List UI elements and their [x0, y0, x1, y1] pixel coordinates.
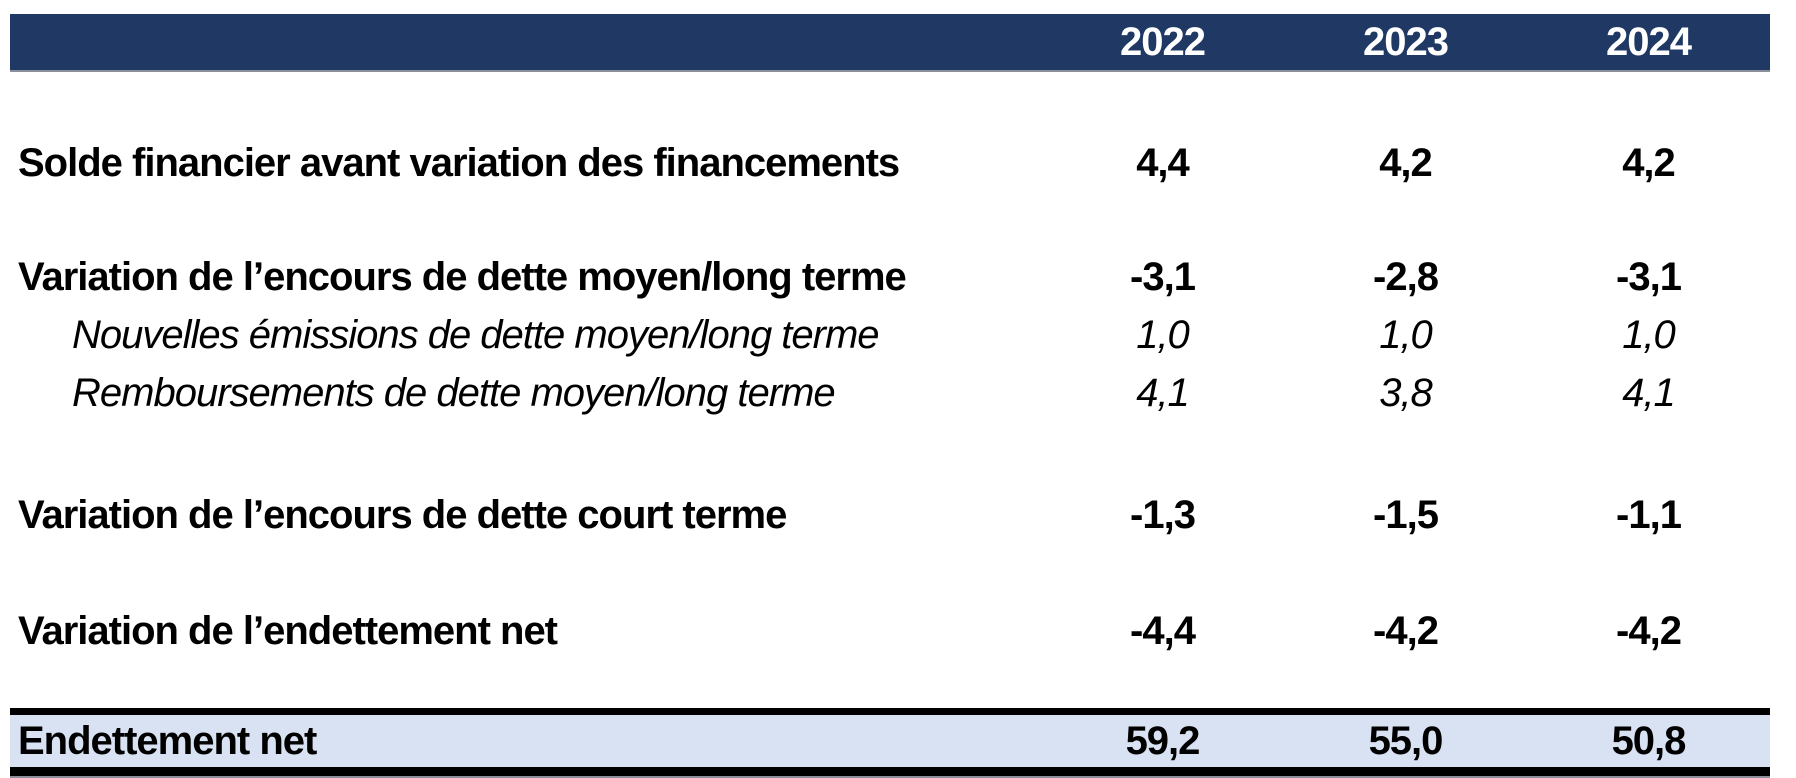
value-2023: 3,8	[1379, 371, 1433, 415]
table-row-nouvelles-emissions: Nouvelles émissions de dette moyen/long …	[10, 306, 1770, 364]
table-header-row: 2022 2023 2024	[10, 14, 1770, 72]
debt-financing-table: 2022 2023 2024 Solde financier avant var…	[10, 14, 1770, 776]
value-2023: -1,5	[1373, 493, 1439, 537]
spacer	[10, 422, 1770, 486]
header-year-2023: 2023	[1363, 19, 1449, 64]
value-2022: -1,3	[1130, 493, 1196, 537]
table-row-variation-dette-mlt: Variation de l’encours de dette moyen/lo…	[10, 248, 1770, 306]
row-label: Variation de l’encours de dette court te…	[18, 493, 787, 537]
value-2023: -4,2	[1373, 609, 1439, 653]
value-2024: -3,1	[1616, 255, 1682, 299]
value-2024: 4,2	[1622, 141, 1676, 185]
spacer	[10, 660, 1770, 708]
value-2022: 4,1	[1136, 371, 1190, 415]
value-2023: 55,0	[1368, 718, 1444, 763]
value-2022: -3,1	[1130, 255, 1196, 299]
table-row-variation-dette-ct: Variation de l’encours de dette court te…	[10, 486, 1770, 544]
row-label: Solde financier avant variation des fina…	[18, 141, 900, 185]
row-label: Nouvelles émissions de dette moyen/long …	[72, 313, 880, 357]
table-row-remboursements: Remboursements de dette moyen/long terme…	[10, 364, 1770, 422]
table-row-variation-endettement-net: Variation de l’endettement net -4,4 -4,2…	[10, 602, 1770, 660]
value-2023: 1,0	[1379, 313, 1433, 357]
table-row-solde-financier: Solde financier avant variation des fina…	[10, 134, 1770, 192]
row-label: Variation de l’endettement net	[18, 609, 558, 653]
value-2024: -4,2	[1616, 609, 1682, 653]
header-year-2022: 2022	[1120, 19, 1206, 64]
spacer	[10, 192, 1770, 248]
row-label: Variation de l’encours de dette moyen/lo…	[18, 255, 907, 299]
value-2022: 4,4	[1136, 141, 1190, 185]
value-2022: 59,2	[1125, 718, 1201, 763]
value-2024: 1,0	[1622, 313, 1676, 357]
row-label: Remboursements de dette moyen/long terme	[72, 371, 836, 415]
spacer	[10, 544, 1770, 602]
value-2023: 4,2	[1379, 141, 1433, 185]
spacer	[10, 72, 1770, 134]
row-label: Endettement net	[18, 718, 317, 763]
value-2024: 4,1	[1622, 371, 1676, 415]
value-2023: -2,8	[1373, 255, 1439, 299]
value-2022: -4,4	[1130, 609, 1196, 653]
header-year-2024: 2024	[1606, 19, 1692, 64]
value-2024: -1,1	[1616, 493, 1682, 537]
value-2022: 1,0	[1136, 313, 1190, 357]
value-2024: 50,8	[1611, 718, 1687, 763]
table-row-endettement-net-total: Endettement net 59,2 55,0 50,8	[10, 708, 1770, 776]
